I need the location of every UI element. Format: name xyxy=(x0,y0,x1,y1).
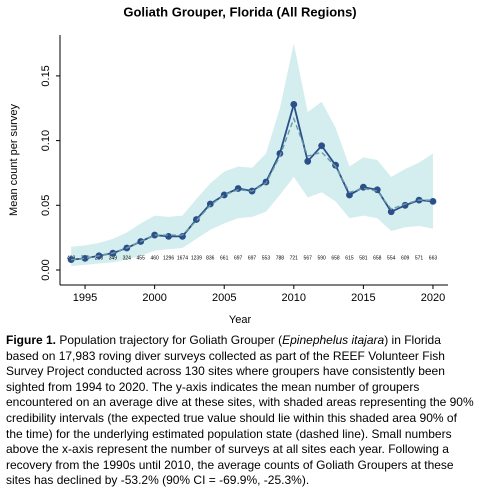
survey-count: 324 xyxy=(123,255,132,261)
y-tick-label: 0.05 xyxy=(40,195,52,216)
data-point xyxy=(346,191,353,199)
data-point xyxy=(429,198,437,205)
survey-count: 554 xyxy=(387,255,396,261)
survey-count: 1239 xyxy=(191,255,202,261)
data-point xyxy=(304,157,312,165)
x-tick-label: 2015 xyxy=(351,292,375,304)
data-point xyxy=(179,232,186,240)
survey-count: 658 xyxy=(373,255,382,261)
data-point xyxy=(165,232,172,240)
survey-count: 455 xyxy=(137,255,146,261)
survey-count: 349 xyxy=(109,255,118,261)
estimated-line xyxy=(71,116,433,261)
data-point xyxy=(387,208,395,216)
survey-count: 788 xyxy=(276,255,285,261)
survey-count: 1674 xyxy=(177,255,188,261)
survey-count: 567 xyxy=(304,255,313,261)
y-tick-label: 0.10 xyxy=(40,130,52,151)
x-tick-label: 2020 xyxy=(421,292,445,304)
survey-count: 658 xyxy=(331,255,340,261)
survey-count: 615 xyxy=(345,255,354,261)
data-point xyxy=(290,100,298,108)
x-tick-label: 2005 xyxy=(212,292,236,304)
survey-count: 697 xyxy=(248,255,257,261)
caption-text: Population trajectory for Goliath Groupe… xyxy=(56,333,283,347)
survey-count: 663 xyxy=(429,255,438,261)
data-point xyxy=(276,150,284,157)
survey-count: 1296 xyxy=(163,255,174,261)
data-point xyxy=(81,254,89,262)
caption-text: ) in Florida based on 17,983 roving dive… xyxy=(6,333,474,488)
caption-label: Figure 1. xyxy=(6,333,57,347)
survey-count: 553 xyxy=(262,255,271,261)
figure-caption: Figure 1. Population trajectory for Goli… xyxy=(6,333,474,489)
survey-count: 609 xyxy=(401,255,410,261)
credibility-band xyxy=(71,43,433,267)
page: {"chart_data": {"type": "line", "title":… xyxy=(6,4,474,488)
y-tick-label: 0.15 xyxy=(40,65,52,86)
survey-count: 697 xyxy=(234,255,243,261)
data-point xyxy=(206,200,214,208)
survey-count: 590 xyxy=(317,255,326,261)
chart-title: Goliath Grouper, Florida (All Regions) xyxy=(123,4,356,19)
caption-species: Epinephelus itajara xyxy=(282,333,385,347)
x-axis-label: Year xyxy=(229,314,252,326)
y-tick-label: 0.00 xyxy=(40,259,52,280)
data-point xyxy=(192,216,200,223)
x-tick-label: 2010 xyxy=(282,292,306,304)
survey-count: 581 xyxy=(359,255,368,261)
survey-count: 571 xyxy=(415,255,424,261)
data-point xyxy=(332,161,339,169)
x-tick-label: 1995 xyxy=(73,292,97,304)
survey-count: 661 xyxy=(220,255,229,261)
survey-count: 460 xyxy=(150,255,159,261)
data-point xyxy=(318,142,326,150)
x-tick-label: 2000 xyxy=(142,292,166,304)
data-point xyxy=(373,186,381,194)
survey-count: 836 xyxy=(206,255,215,261)
y-axis-label: Mean count per survey xyxy=(8,104,20,216)
data-point xyxy=(151,231,159,239)
chart: Goliath Grouper, Florida (All Regions) Y… xyxy=(8,4,448,326)
survey-count: 721 xyxy=(290,255,299,261)
